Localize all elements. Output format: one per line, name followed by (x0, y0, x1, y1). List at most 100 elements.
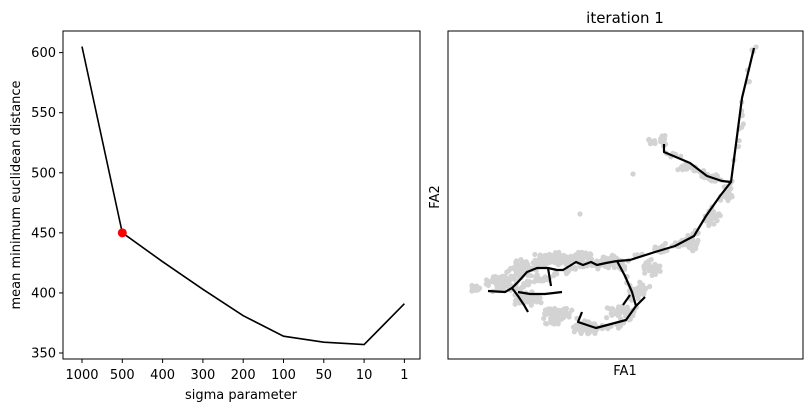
cell-point (652, 271, 659, 277)
right-y-axis-label: FA2 (428, 185, 443, 208)
left-x-ticks: 1000 500 400 300 200 100 50 10 1 (65, 359, 409, 383)
y-tick-label: 450 (31, 226, 56, 241)
left-y-axis-label: mean minimum euclidean distance (9, 80, 24, 309)
cell-point (544, 321, 550, 327)
left-y-ticks: 350 400 450 500 550 600 (31, 46, 63, 361)
cell-point (499, 284, 505, 290)
y-tick-label: 400 (31, 286, 56, 301)
cell-point (552, 271, 558, 277)
cell-point (577, 211, 583, 217)
cell-point (549, 257, 555, 263)
cell-point (541, 258, 547, 264)
cell-point (646, 137, 652, 143)
cell-point (647, 283, 653, 290)
cell-point (611, 264, 618, 271)
cell-point (637, 288, 643, 294)
cell-point (729, 194, 735, 200)
right-chart: iteration 1 FA1 FA2 (428, 9, 804, 379)
cell-point (641, 263, 647, 269)
cell-point (532, 251, 538, 258)
x-tick-label: 10 (356, 368, 373, 383)
cell-point (576, 251, 583, 257)
y-tick-label: 600 (31, 46, 56, 61)
cell-point (522, 261, 528, 267)
y-tick-label: 350 (31, 346, 56, 361)
cell-point (691, 240, 697, 246)
left-series (81, 46, 405, 346)
tree-branch (662, 144, 732, 184)
left-chart: 350 400 450 500 550 600 1000 500 400 300 200 100 50… (9, 30, 421, 403)
cell-point (716, 211, 722, 217)
cell-point (513, 270, 520, 276)
series-line (81, 46, 405, 346)
tree-branch (511, 287, 529, 313)
cell-point (545, 256, 551, 262)
cell-point (653, 263, 659, 269)
x-tick-label: 100 (271, 368, 296, 383)
left-plot-frame (62, 30, 421, 360)
cell-point (553, 307, 559, 313)
y-tick-label: 500 (31, 166, 56, 181)
cell-point (572, 253, 578, 259)
x-tick-label: 400 (150, 368, 175, 383)
cell-point (528, 302, 534, 308)
left-x-axis-label: sigma parameter (185, 388, 298, 403)
tree-branch (576, 260, 638, 330)
cell-point (735, 144, 742, 150)
cell-point (681, 166, 688, 172)
cell-point (656, 267, 662, 273)
cell-point (535, 294, 541, 300)
cell-point (535, 259, 541, 265)
x-tick-label: 200 (231, 368, 256, 383)
cell-point (543, 311, 549, 317)
cell-point (615, 312, 621, 318)
cell-point (518, 257, 524, 263)
cell-point (619, 261, 626, 267)
cell-point (651, 267, 658, 273)
cell-point (652, 246, 658, 252)
cell-point (565, 256, 572, 262)
cell-point (566, 314, 572, 320)
y-tick-label: 550 (31, 106, 56, 121)
cell-point (526, 279, 532, 285)
cell-point (608, 311, 614, 317)
x-tick-label: 50 (316, 368, 333, 383)
cell-point (563, 305, 570, 312)
cell-point (686, 245, 693, 251)
cell-point (652, 138, 658, 144)
cell-point (584, 251, 590, 257)
cell-point (571, 329, 577, 335)
cell-point (561, 256, 568, 262)
tree-branch (616, 47, 756, 263)
cell-point (572, 266, 579, 272)
cell-point (485, 282, 491, 288)
cell-point (713, 215, 719, 221)
tree-branch (546, 267, 553, 287)
tree-branch (487, 259, 618, 294)
x-tick-label: 1000 (65, 368, 98, 383)
x-tick-label: 500 (110, 368, 135, 383)
x-tick-label: 1 (400, 368, 408, 383)
cell-point (514, 285, 520, 292)
right-scatter-points (469, 44, 759, 337)
cell-point (542, 307, 549, 313)
cell-point (569, 307, 575, 313)
cell-point (685, 232, 691, 239)
cell-point (586, 329, 592, 335)
x-tick-label: 300 (190, 368, 215, 383)
cell-point (557, 317, 563, 323)
cell-point (595, 266, 601, 272)
tree-branch (622, 294, 631, 306)
cell-point (504, 269, 510, 275)
cell-point (604, 315, 610, 321)
cell-point (625, 307, 631, 313)
cell-point (559, 307, 565, 313)
cell-point (602, 255, 608, 261)
tree-branch (517, 290, 563, 296)
right-chart-title: iteration 1 (586, 9, 664, 27)
cell-point (541, 315, 547, 321)
cell-point (746, 79, 752, 85)
cell-point (483, 277, 490, 283)
cell-point (725, 197, 731, 204)
